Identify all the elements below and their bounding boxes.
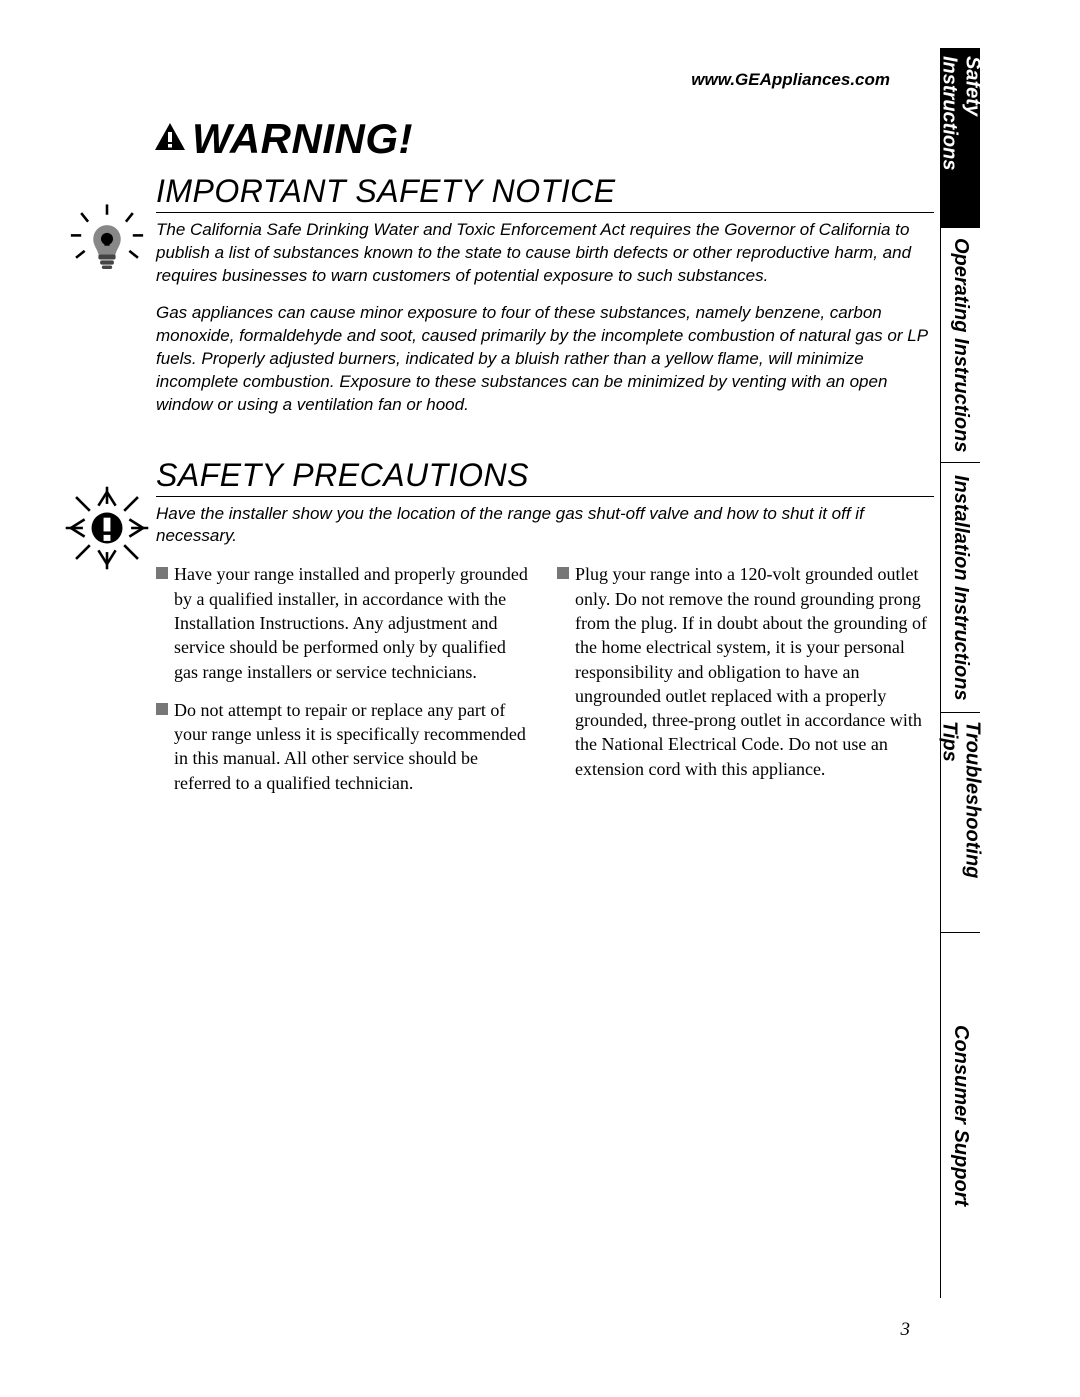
bullet-text: Do not attempt to repair or replace any … xyxy=(174,698,533,795)
page: www.GEAppliances.com Safety Instructions… xyxy=(0,0,1080,1397)
page-number: 3 xyxy=(901,1319,911,1341)
list-item: Plug your range into a 120-volt grounded… xyxy=(557,562,934,781)
notice-paragraph-1: The California Safe Drinking Water and T… xyxy=(156,219,934,288)
precautions-left-column: Have your range installed and properly g… xyxy=(156,562,533,809)
square-bullet-icon xyxy=(156,703,168,715)
burst-alert-icon xyxy=(64,485,150,571)
precautions-columns: Have your range installed and properly g… xyxy=(156,562,934,809)
lightbulb-alert-icon xyxy=(64,201,150,287)
bullet-text: Plug your range into a 120-volt grounded… xyxy=(575,562,934,781)
notice-title: IMPORTANT SAFETY NOTICE xyxy=(156,173,934,213)
section-important-safety-notice: IMPORTANT SAFETY NOTICE The California S… xyxy=(64,173,934,431)
tab-installation-instructions[interactable]: Installation Instructions xyxy=(941,463,980,713)
warning-heading: WARNING! xyxy=(154,115,934,163)
precautions-title: SAFETY PRECAUTIONS xyxy=(156,457,934,497)
tab-troubleshooting-tips[interactable]: Troubleshooting Tips xyxy=(941,713,980,933)
section-safety-precautions: SAFETY PRECAUTIONS Have the installer sh… xyxy=(64,457,934,810)
list-item: Have your range installed and properly g… xyxy=(156,562,533,683)
header-url[interactable]: www.GEAppliances.com xyxy=(691,70,890,90)
warning-triangle-icon xyxy=(154,121,186,153)
list-item: Do not attempt to repair or replace any … xyxy=(156,698,533,795)
tab-consumer-support[interactable]: Consumer Support xyxy=(941,933,980,1298)
precautions-right-column: Plug your range into a 120-volt grounded… xyxy=(557,562,934,809)
bullet-text: Have your range installed and properly g… xyxy=(174,562,533,683)
tab-operating-instructions[interactable]: Operating Instructions xyxy=(941,228,980,463)
square-bullet-icon xyxy=(156,567,168,579)
content-area: WARNING! xyxy=(64,115,934,809)
precautions-intro: Have the installer show you the location… xyxy=(156,503,934,549)
notice-paragraph-2: Gas appliances can cause minor exposure … xyxy=(156,302,934,417)
side-tab-bar: Safety Instructions Operating Instructio… xyxy=(940,48,980,1298)
tab-safety-instructions[interactable]: Safety Instructions xyxy=(941,48,980,228)
warning-label: WARNING! xyxy=(192,115,413,163)
square-bullet-icon xyxy=(557,567,569,579)
